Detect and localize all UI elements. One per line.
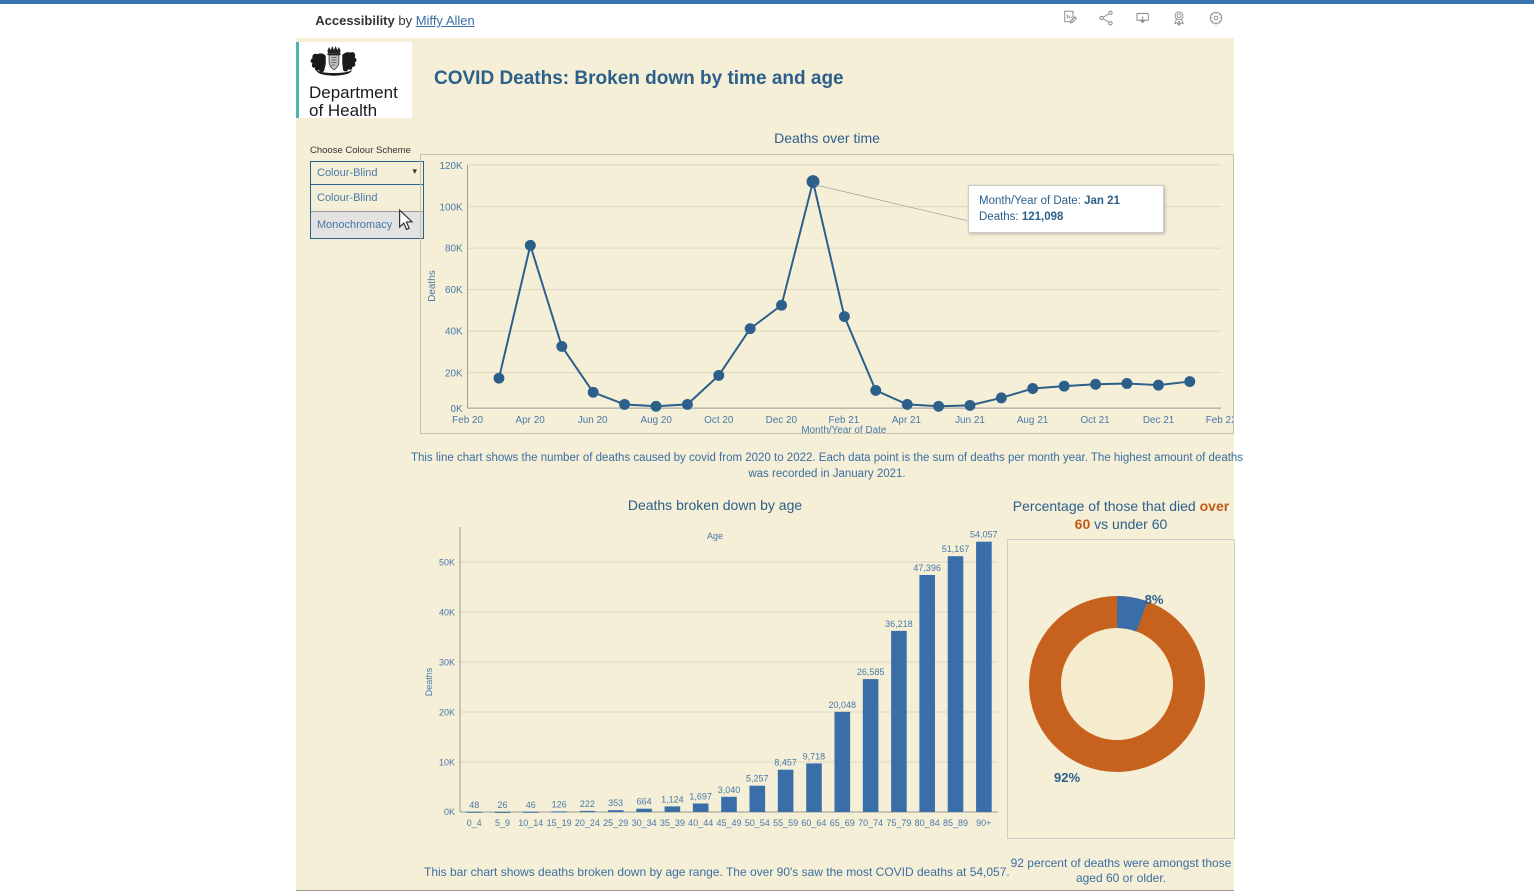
svg-text:Dec 20: Dec 20 <box>766 415 798 426</box>
svg-text:120K: 120K <box>439 161 463 172</box>
svg-text:26: 26 <box>497 800 507 810</box>
svg-text:1,697: 1,697 <box>689 792 712 802</box>
svg-text:25_29: 25_29 <box>603 818 628 828</box>
svg-text:15_19: 15_19 <box>547 818 572 828</box>
svg-text:54,057: 54,057 <box>970 530 998 540</box>
svg-text:46: 46 <box>526 800 536 810</box>
svg-text:20,048: 20,048 <box>829 700 857 710</box>
svg-text:20K: 20K <box>445 368 463 379</box>
svg-text:45_49: 45_49 <box>716 818 741 828</box>
svg-text:65_69: 65_69 <box>830 818 855 828</box>
svg-text:30_34: 30_34 <box>632 818 657 828</box>
svg-text:3,040: 3,040 <box>718 785 741 795</box>
svg-text:Oct 21: Oct 21 <box>1080 415 1110 426</box>
svg-text:126: 126 <box>552 799 567 809</box>
svg-text:55_59: 55_59 <box>773 818 798 828</box>
svg-text:Aug 20: Aug 20 <box>641 415 673 426</box>
svg-text:51,167: 51,167 <box>942 544 970 554</box>
svg-text:0K: 0K <box>450 404 463 415</box>
svg-text:9,718: 9,718 <box>803 751 826 761</box>
svg-text:47,396: 47,396 <box>913 563 941 573</box>
svg-text:Oct 20: Oct 20 <box>704 415 734 426</box>
svg-text:85_89: 85_89 <box>943 818 968 828</box>
svg-text:Jun 20: Jun 20 <box>578 415 608 426</box>
svg-text:8,457: 8,457 <box>774 758 797 768</box>
svg-text:353: 353 <box>608 798 623 808</box>
svg-text:Dec 21: Dec 21 <box>1143 415 1175 426</box>
svg-text:Feb 22: Feb 22 <box>1206 415 1234 426</box>
svg-text:40K: 40K <box>445 327 463 338</box>
svg-text:50K: 50K <box>439 558 455 568</box>
svg-text:664: 664 <box>637 797 652 807</box>
svg-text:100K: 100K <box>439 203 463 214</box>
svg-text:0K: 0K <box>444 807 455 817</box>
svg-text:Apr 21: Apr 21 <box>892 415 922 426</box>
svg-text:92%: 92% <box>1054 770 1080 785</box>
svg-text:36,218: 36,218 <box>885 619 913 629</box>
svg-text:75_79: 75_79 <box>886 818 911 828</box>
svg-text:Deaths: Deaths <box>427 270 438 301</box>
svg-text:10_14: 10_14 <box>518 818 543 828</box>
svg-text:60_64: 60_64 <box>801 818 826 828</box>
svg-text:48: 48 <box>469 800 479 810</box>
svg-text:Deaths: Deaths <box>424 667 434 696</box>
svg-text:Apr 20: Apr 20 <box>516 415 546 426</box>
svg-text:80K: 80K <box>445 243 463 254</box>
svg-text:10K: 10K <box>439 758 455 768</box>
svg-text:8%: 8% <box>1145 592 1164 607</box>
svg-text:Age: Age <box>707 531 723 541</box>
svg-text:40_44: 40_44 <box>688 818 713 828</box>
svg-text:Feb 20: Feb 20 <box>452 415 483 426</box>
svg-text:20_24: 20_24 <box>575 818 600 828</box>
svg-text:50_54: 50_54 <box>745 818 770 828</box>
svg-text:5_9: 5_9 <box>495 818 510 828</box>
svg-text:1,124: 1,124 <box>661 794 684 804</box>
svg-text:90+: 90+ <box>976 818 991 828</box>
svg-text:20K: 20K <box>439 708 455 718</box>
svg-text:40K: 40K <box>439 608 455 618</box>
svg-text:0_4: 0_4 <box>467 818 482 828</box>
svg-text:80_84: 80_84 <box>915 818 940 828</box>
svg-text:26,585: 26,585 <box>857 667 885 677</box>
svg-text:30K: 30K <box>439 658 455 668</box>
svg-text:222: 222 <box>580 799 595 809</box>
svg-text:5,257: 5,257 <box>746 774 769 784</box>
svg-text:Month/Year of Date: Month/Year of Date <box>801 425 886 434</box>
svg-text:70_74: 70_74 <box>858 818 883 828</box>
svg-text:Aug 21: Aug 21 <box>1017 415 1049 426</box>
svg-text:60K: 60K <box>445 285 463 296</box>
svg-text:35_39: 35_39 <box>660 818 685 828</box>
svg-text:Jun 21: Jun 21 <box>955 415 985 426</box>
